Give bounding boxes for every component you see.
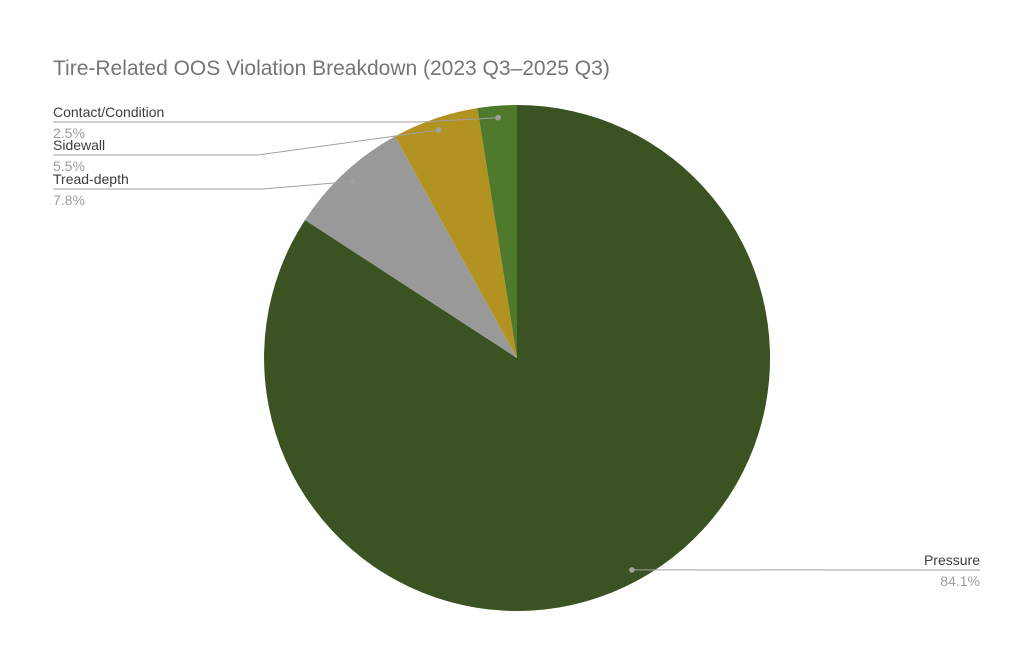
chart-title: Tire-Related OOS Violation Breakdown (20… [53,57,610,80]
pie-slice-sidewall[interactable] [395,108,517,358]
leader-dot-sidewall [436,127,442,133]
leader-line-contact-condition [53,117,499,123]
leader-dot-pressure [629,567,635,573]
slice-label-pressure: Pressure [923,552,980,568]
slice-label-sidewall: Sidewall [53,137,106,153]
slice-label-contact-condition: Contact/Condition [53,104,165,120]
slice-pct-tread-depth: 7.8% [53,192,85,208]
leader-line-sidewall [53,129,439,156]
slice-pct-sidewall: 5.5% [53,158,85,174]
leader-line-tread-depth [53,180,354,190]
slice-pct-contact-condition: 2.5% [53,125,85,141]
slice-label-tread-depth: Tread-depth [53,171,129,187]
slice-pct-pressure: 84.1% [940,573,980,589]
pie-slice-pressure[interactable] [264,104,771,611]
pie-slice-contact-condition[interactable] [477,104,517,359]
leader-dot-contact-condition [495,114,501,121]
leader-dot-tread-depth [350,178,356,185]
pie-slice-tread-depth[interactable] [305,136,517,358]
